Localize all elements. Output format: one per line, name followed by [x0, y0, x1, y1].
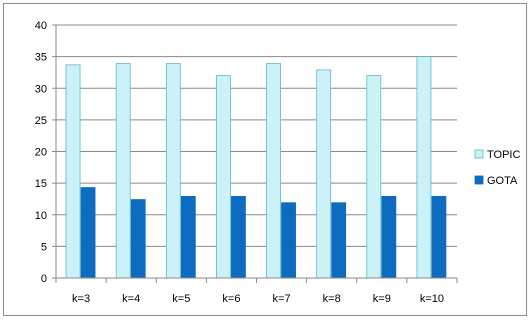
- bar-gota-k=5: [180, 196, 196, 279]
- bar-gota-k=8: [331, 202, 347, 279]
- legend-label-topic: TOPIC: [487, 149, 520, 161]
- bar-gota-k=4: [130, 199, 146, 279]
- x-tick-label: k=7: [273, 293, 291, 305]
- bar-topic-k=10: [416, 56, 432, 279]
- y-tick-label: 30: [35, 83, 47, 95]
- bar-gota-k=9: [381, 196, 397, 279]
- x-tick-label: k=3: [72, 293, 90, 305]
- x-tick-label: k=9: [373, 293, 391, 305]
- y-tick-label: 10: [35, 210, 47, 222]
- x-tick-labels: k=3 k=4 k=5 k=6 k=7 k=8 k=9 k=10: [72, 293, 444, 305]
- y-tick-label: 20: [35, 147, 47, 159]
- bar-topic-k=5: [165, 63, 181, 279]
- y-tick-label: 35: [35, 52, 47, 64]
- legend-label-gota: GOTA: [487, 175, 518, 187]
- bar-topic-k=9: [366, 75, 382, 279]
- y-tick-label: 25: [35, 115, 47, 127]
- x-tick-label: k=8: [323, 293, 341, 305]
- legend-swatch-topic: [474, 149, 484, 159]
- y-tick-label: 40: [35, 20, 47, 32]
- bar-gota-k=7: [281, 202, 296, 279]
- x-tick-label: k=10: [420, 293, 444, 305]
- bar-gota-k=6: [231, 196, 246, 279]
- x-tick-label: k=4: [122, 293, 140, 305]
- bar-topic-k=8: [316, 69, 332, 279]
- bar-topic-k=6: [216, 75, 231, 279]
- x-tick-label: k=5: [172, 293, 190, 305]
- y-tick-label: 5: [41, 241, 47, 253]
- y-tick-label: 0: [41, 273, 47, 285]
- x-tick-label: k=6: [222, 293, 240, 305]
- bar-gota-k=10: [431, 196, 447, 279]
- y-tick-label: 15: [35, 178, 47, 190]
- bar-topic-k=4: [115, 63, 131, 279]
- bar-topic-k=7: [266, 63, 281, 279]
- legend-swatch-gota: [474, 175, 484, 185]
- bars: [65, 56, 447, 279]
- axes: [52, 24, 458, 283]
- legend: TOPIC GOTA: [474, 149, 520, 187]
- y-tick-labels: 0 5 10 15 20 25 30 35 40: [35, 20, 47, 285]
- bar-topic-k=3: [65, 64, 81, 279]
- bar-gota-k=3: [80, 187, 96, 279]
